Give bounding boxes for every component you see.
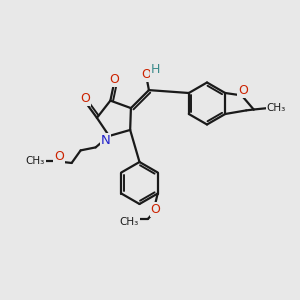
Text: O: O (141, 68, 151, 81)
Text: H: H (151, 63, 160, 76)
Text: N: N (101, 134, 110, 147)
Text: CH₃: CH₃ (267, 103, 286, 113)
Text: O: O (109, 73, 119, 86)
Text: CH₃: CH₃ (120, 217, 139, 227)
Text: O: O (81, 92, 90, 105)
Text: O: O (54, 150, 64, 163)
Text: O: O (151, 203, 160, 216)
Text: CH₃: CH₃ (26, 156, 45, 166)
Text: O: O (238, 84, 248, 97)
